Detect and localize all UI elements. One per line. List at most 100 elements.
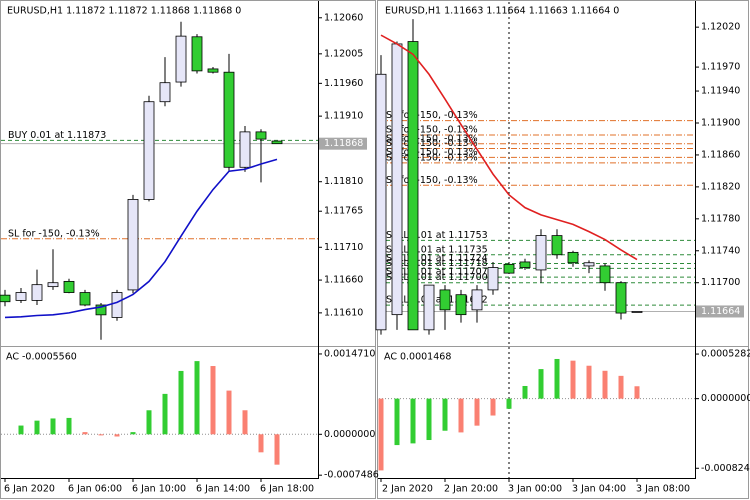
ac-bar [146, 410, 152, 435]
ac-bar [274, 434, 280, 465]
order-label: SL for -150, -0.13% [8, 228, 100, 239]
candle-body [615, 282, 627, 314]
candle-body [175, 35, 187, 83]
window-frame [0, 0, 376, 499]
order-label: SL for -150, -0.13% [386, 147, 478, 158]
order-label: SL for -150, -0.13% [386, 175, 478, 186]
ac-bar [226, 390, 232, 435]
x-tick-label: 2 Jan 2020 [382, 484, 433, 495]
y-tick-label: 1.11940 [701, 86, 740, 97]
y-tick-label: 1.11710 [324, 242, 363, 253]
ac-bar [98, 434, 104, 436]
candle-body [551, 235, 563, 256]
order-label: SELL 0.01 at 1.11672 [386, 295, 488, 306]
candle-body [143, 101, 155, 200]
candle-body [0, 294, 11, 303]
y-tick-label: -0.0007486 [324, 470, 379, 481]
y-tick-label: 1.12020 [701, 22, 740, 33]
ac-bar [178, 370, 184, 435]
y-tick-label: -0.0008248 [701, 463, 750, 474]
last-price-label: 1.11664 [701, 306, 740, 317]
candle-body [191, 36, 203, 72]
y-tick-label: 1.11910 [324, 111, 363, 122]
x-tick-label: 6 Jan 14:00 [196, 484, 250, 495]
order-label: SL for -150, -0.13% [386, 110, 478, 121]
candle-body [519, 261, 531, 268]
x-tick-label: 3 Jan 04:00 [572, 484, 626, 495]
order-label: SELL 0.01 at 1.11707 [386, 267, 488, 278]
x-tick-label: 6 Jan 2020 [4, 484, 55, 495]
ac-bar [194, 361, 200, 435]
ac-bar [426, 398, 432, 441]
y-tick-label: 1.12060 [324, 12, 363, 23]
y-tick-label: 0.0014710 [324, 348, 375, 359]
y-tick-label: 1.11765 [324, 206, 363, 217]
y-tick-label: 1.11900 [701, 117, 740, 128]
moving-average [380, 34, 638, 261]
x-tick-label: 3 Jan 00:00 [508, 484, 562, 495]
ac-bar [570, 360, 576, 399]
last-price-label: 1.11868 [324, 138, 363, 149]
last-price-box [319, 137, 367, 150]
candle-body [535, 235, 547, 271]
candle-body [31, 284, 43, 301]
ac-bar [50, 418, 56, 435]
order-label: SL for -150, -0.13% [386, 124, 478, 135]
candle-body [487, 267, 499, 291]
candle-body [159, 82, 171, 103]
candle-body [599, 265, 611, 284]
ac-bar [506, 398, 512, 409]
candle-body [95, 304, 107, 316]
ac-bar [66, 417, 72, 435]
y-tick-label: 0.0000000 [324, 429, 375, 440]
ac-bar [634, 386, 640, 399]
ac-bar [82, 432, 88, 435]
candle-body [471, 289, 483, 311]
candle-body [239, 131, 251, 168]
y-tick-label: 1.11820 [701, 181, 740, 192]
order-label: SELL 0.01 at 1.11700 [386, 272, 488, 283]
order-label: SELL 0.01 at 1.11718 [386, 258, 488, 269]
ac-bar [490, 398, 496, 416]
y-tick-label: 1.11740 [701, 245, 740, 256]
ac-bar [554, 358, 560, 399]
chart-title: EURUSD,H1 1.11872 1.11872 1.11868 1.1186… [7, 6, 241, 17]
candle-body [223, 71, 235, 168]
ac-bar [114, 434, 120, 437]
candle-body [127, 199, 139, 291]
y-tick-label: 1.11970 [701, 62, 740, 73]
candle-body [271, 140, 283, 145]
x-tick-label: 2 Jan 20:00 [444, 484, 498, 495]
ac-bar [602, 370, 608, 399]
candle-body [407, 41, 419, 331]
ac-bar [586, 365, 592, 399]
ac-bar [162, 393, 168, 435]
candle-body [15, 292, 27, 301]
candle-body [631, 311, 643, 313]
candle-body [207, 68, 219, 73]
candle-body [255, 131, 267, 140]
ac-bar [258, 434, 264, 453]
y-tick-label: 1.11660 [324, 275, 363, 286]
candle-body [503, 263, 515, 274]
candle-body [455, 294, 467, 316]
candle-body [111, 292, 123, 318]
ac-bar [130, 432, 136, 435]
y-tick-label: 1.11810 [324, 176, 363, 187]
y-tick-label: 1.12005 [324, 48, 363, 59]
candle-body [375, 73, 387, 331]
ac-bar [538, 369, 544, 399]
order-label: SELL 0.01 at 1.11724 [386, 253, 488, 264]
order-label: SL for -150, -0.13% [386, 133, 478, 144]
y-tick-label: 1.11860 [701, 149, 740, 160]
order-label: SL for -150, -0.13% [386, 138, 478, 149]
candle-body [439, 289, 451, 311]
ac-bar [394, 398, 400, 446]
candle-body [583, 262, 595, 267]
x-tick-label: 6 Jan 10:00 [132, 484, 186, 495]
ac-bar [34, 420, 40, 435]
x-tick-label: 6 Jan 06:00 [68, 484, 122, 495]
indicator-title: AC 0.0001468 [384, 352, 451, 363]
y-tick-label: 0.0005282 [701, 349, 750, 360]
